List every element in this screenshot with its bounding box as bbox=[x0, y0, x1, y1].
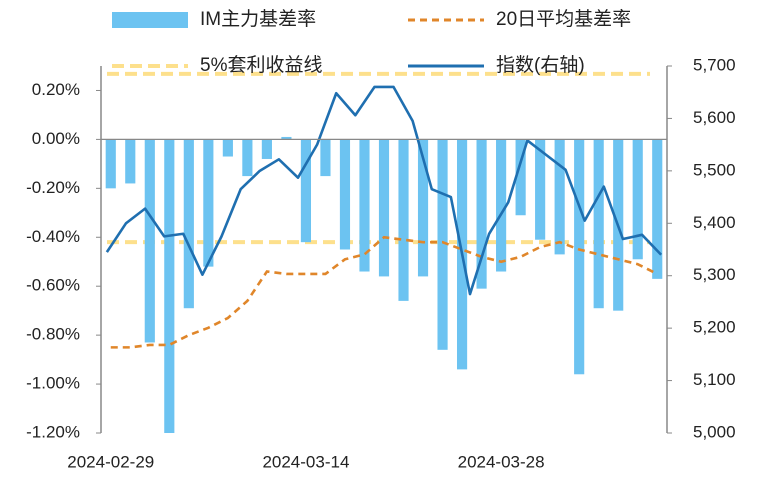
legend-label-ma20: 20日平均基差率 bbox=[496, 8, 631, 30]
bar-27 bbox=[632, 139, 643, 260]
bar-6 bbox=[222, 139, 233, 157]
bar-14 bbox=[378, 139, 390, 277]
bar-8 bbox=[261, 139, 272, 159]
bar-2 bbox=[144, 139, 155, 343]
bar-0 bbox=[105, 139, 116, 189]
y-left-tick-label-7: -1.20% bbox=[26, 422, 80, 441]
y-left-tick-label-6: -1.00% bbox=[26, 374, 80, 393]
y-left-tick-label-2: -0.20% bbox=[26, 178, 80, 197]
bar-25 bbox=[593, 139, 604, 309]
bar-16 bbox=[417, 139, 429, 277]
legend-label-threshold: 5%套利收益线 bbox=[200, 54, 322, 76]
bar-20 bbox=[496, 139, 507, 272]
y-right-tick-label-2: 5,500 bbox=[693, 160, 736, 179]
legend-label-index: 指数(右轴) bbox=[496, 54, 585, 76]
bar-28 bbox=[652, 139, 663, 279]
y-right-tick-label-4: 5,300 bbox=[693, 265, 736, 284]
y-right-tick-label-7: 5,000 bbox=[693, 422, 736, 441]
y-left-tick-label-0: 0.20% bbox=[32, 80, 80, 99]
bar-19 bbox=[476, 139, 487, 289]
y-left-tick-label-1: 0.00% bbox=[32, 129, 80, 148]
bar-9 bbox=[281, 136, 292, 140]
bar-13 bbox=[359, 139, 370, 272]
bar-4 bbox=[183, 139, 194, 309]
x-tick-label-0: 2024-02-29 bbox=[67, 452, 154, 471]
y-left-tick-label-3: -0.40% bbox=[26, 227, 80, 246]
bar-7 bbox=[242, 139, 253, 177]
bar-11 bbox=[320, 139, 331, 177]
bar-10 bbox=[300, 139, 312, 243]
legend-swatch-bar bbox=[112, 12, 188, 28]
bar-24 bbox=[574, 139, 585, 375]
y-right-tick-label-5: 5,200 bbox=[693, 318, 736, 337]
series-index-line bbox=[105, 85, 663, 296]
bar-3 bbox=[164, 139, 175, 433]
bar-12 bbox=[339, 139, 351, 250]
bar-17 bbox=[437, 139, 448, 350]
x-tick-label-1: 2024-03-14 bbox=[262, 452, 349, 471]
y-right-tick-label-3: 5,400 bbox=[693, 213, 736, 232]
bar-1 bbox=[125, 139, 136, 184]
bar-21 bbox=[515, 139, 526, 216]
y-right-tick-label-6: 5,100 bbox=[693, 370, 736, 389]
y-left-tick-label-4: -0.60% bbox=[26, 276, 80, 295]
bar-5 bbox=[203, 139, 214, 267]
x-tick-label-2: 2024-03-28 bbox=[458, 452, 545, 471]
series-ma20-line bbox=[110, 235, 658, 349]
y-right-tick-label-1: 5,600 bbox=[693, 108, 736, 127]
bar-22 bbox=[535, 139, 546, 240]
legend-label-bar: IM主力基差率 bbox=[200, 8, 316, 30]
bar-15 bbox=[398, 139, 409, 301]
y-left-tick-label-5: -0.80% bbox=[26, 325, 80, 344]
bar-23 bbox=[554, 139, 565, 255]
y-right-tick-label-0: 5,700 bbox=[693, 55, 736, 74]
